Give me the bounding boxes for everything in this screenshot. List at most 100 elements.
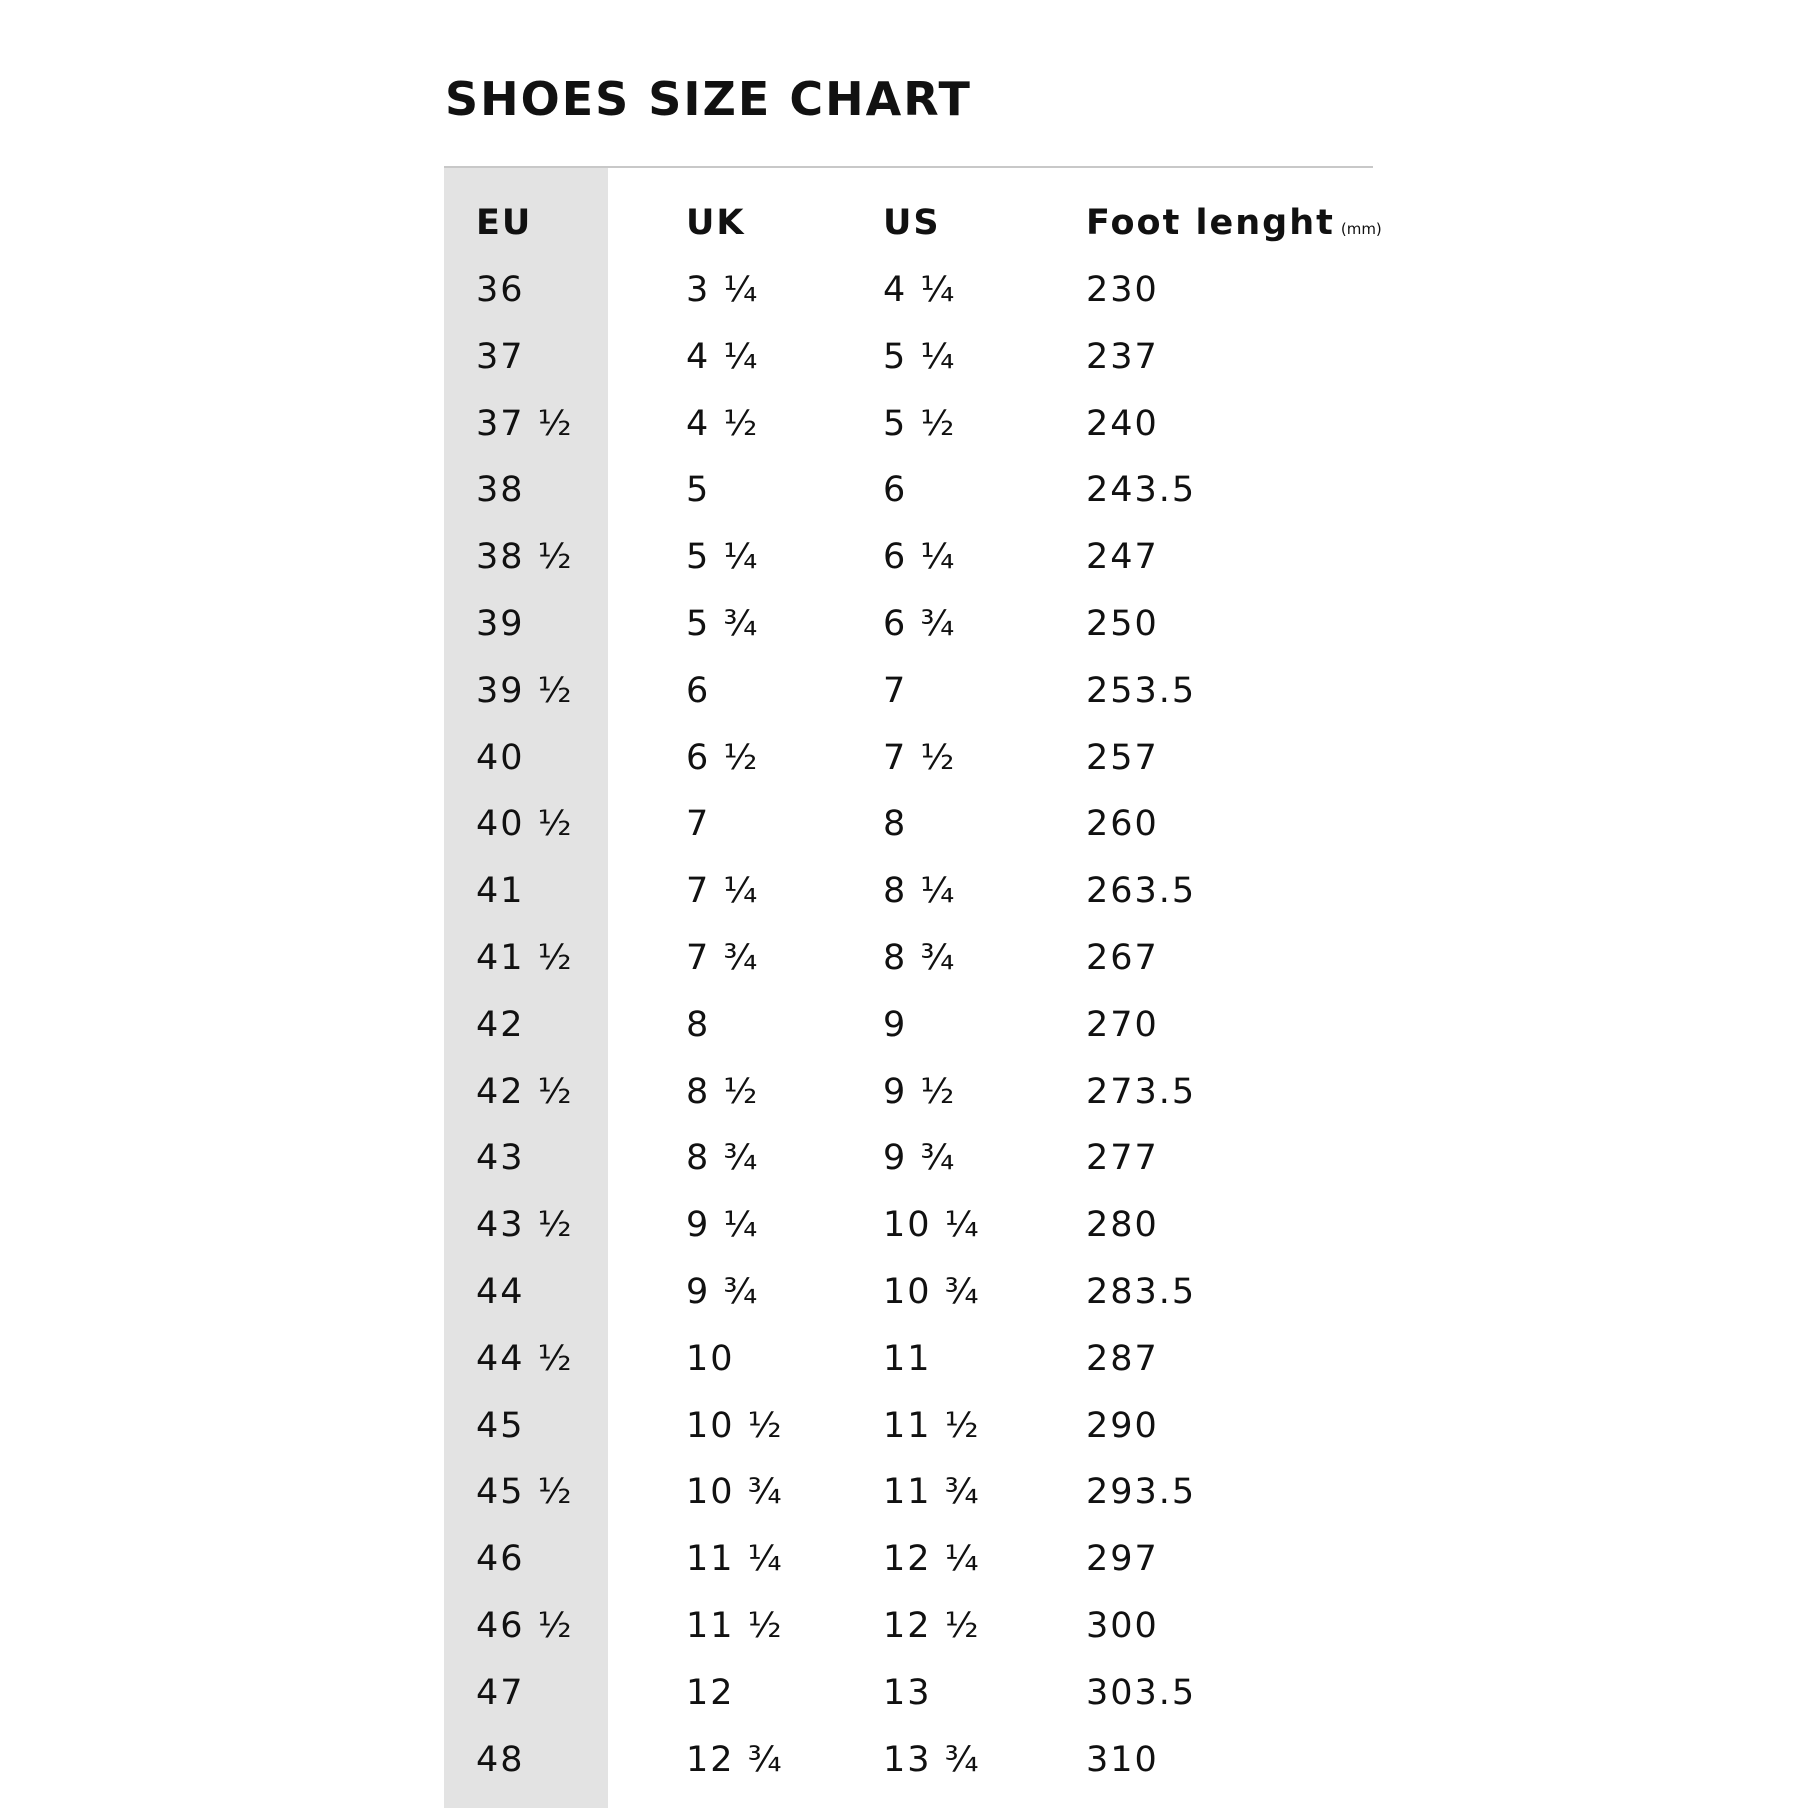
- cell-uk: 10 ¾: [686, 1472, 784, 1513]
- cell-us: 9 ¾: [883, 1138, 957, 1179]
- cell-eu: 42 ½: [476, 1071, 574, 1112]
- table-row: 40 6 ½ 7 ½ 257: [0, 725, 1800, 792]
- cell-eu: 37: [476, 336, 525, 377]
- table-row: 44 ½ 10 11 287: [0, 1326, 1800, 1393]
- table-row: 40 ½ 7 8 260: [0, 791, 1800, 858]
- cell-us: 11: [883, 1338, 932, 1379]
- table-row: 37 4 ¼ 5 ¼ 237: [0, 324, 1800, 391]
- cell-eu: 40 ½: [476, 804, 574, 845]
- cell-eu: 45: [476, 1405, 525, 1446]
- cell-uk: 12 ¾: [686, 1739, 784, 1780]
- cell-foot-length: 273.5: [1086, 1071, 1197, 1112]
- cell-uk: 11 ¼: [686, 1539, 784, 1580]
- cell-uk: 5 ¼: [686, 537, 760, 578]
- cell-eu: 43: [476, 1138, 525, 1179]
- cell-eu: 41: [476, 871, 525, 912]
- cell-uk: 4 ¼: [686, 336, 760, 377]
- cell-foot-length: 297: [1086, 1539, 1159, 1580]
- table-row: 38 5 6 243.5: [0, 457, 1800, 524]
- cell-us: 8 ¼: [883, 871, 957, 912]
- cell-eu: 45 ½: [476, 1472, 574, 1513]
- cell-uk: 8 ½: [686, 1071, 760, 1112]
- table-row: 46 11 ¼ 12 ¼ 297: [0, 1526, 1800, 1593]
- cell-foot-length: 260: [1086, 804, 1159, 845]
- cell-us: 10 ¼: [883, 1205, 981, 1246]
- table-row: 41 ½ 7 ¾ 8 ¾ 267: [0, 925, 1800, 992]
- cell-uk: 7 ¾: [686, 938, 760, 978]
- cell-uk: 8: [686, 1004, 711, 1045]
- cell-eu: 46: [476, 1539, 525, 1580]
- cell-uk: 10: [686, 1338, 735, 1379]
- cell-us: 4 ¼: [883, 270, 957, 310]
- cell-eu: 36: [476, 270, 525, 310]
- header-foot-length-label: Foot lenght: [1086, 203, 1335, 243]
- cell-eu: 39 ½: [476, 670, 574, 711]
- cell-eu: 47: [476, 1672, 525, 1713]
- header-us: US: [883, 203, 941, 243]
- cell-foot-length: 250: [1086, 604, 1159, 644]
- cell-foot-length: 230: [1086, 270, 1159, 310]
- cell-eu: 40: [476, 737, 525, 778]
- cell-uk: 6: [686, 670, 711, 711]
- cell-foot-length: 263.5: [1086, 871, 1197, 912]
- cell-uk: 5 ¾: [686, 604, 760, 644]
- cell-foot-length: 310: [1086, 1739, 1159, 1780]
- cell-us: 6: [883, 470, 908, 511]
- cell-us: 10 ¾: [883, 1272, 981, 1312]
- cell-us: 6 ¼: [883, 537, 957, 578]
- table-header: EU UK US Foot lenght (mm): [0, 190, 1800, 257]
- cell-us: 5 ½: [883, 403, 957, 444]
- cell-uk: 9 ¾: [686, 1272, 760, 1312]
- title-divider: [444, 166, 1373, 168]
- cell-foot-length: 243.5: [1086, 470, 1197, 511]
- table-row: 45 10 ½ 11 ½ 290: [0, 1393, 1800, 1460]
- header-unit: (mm): [1340, 220, 1382, 238]
- table-row: 43 8 ¾ 9 ¾ 277: [0, 1125, 1800, 1192]
- cell-foot-length: 300: [1086, 1606, 1159, 1646]
- cell-us: 9 ½: [883, 1071, 957, 1112]
- table-row: 43 ½ 9 ¼ 10 ¼ 280: [0, 1192, 1800, 1259]
- cell-eu: 44: [476, 1272, 525, 1312]
- cell-eu: 42: [476, 1004, 525, 1045]
- cell-uk: 4 ½: [686, 403, 760, 444]
- page-title: SHOES SIZE CHART: [445, 72, 972, 126]
- cell-us: 6 ¾: [883, 604, 957, 644]
- cell-uk: 7: [686, 804, 711, 845]
- cell-foot-length: 267: [1086, 938, 1159, 978]
- cell-us: 13: [883, 1672, 932, 1713]
- header-eu: EU: [476, 203, 533, 243]
- table-row: 47 12 13 303.5: [0, 1660, 1800, 1727]
- cell-eu: 38 ½: [476, 537, 574, 578]
- cell-foot-length: 293.5: [1086, 1472, 1197, 1513]
- cell-foot-length: 283.5: [1086, 1272, 1197, 1312]
- table-row: 42 8 9 270: [0, 992, 1800, 1059]
- table-row: 39 ½ 6 7 253.5: [0, 658, 1800, 725]
- cell-foot-length: 290: [1086, 1405, 1159, 1446]
- cell-uk: 9 ¼: [686, 1205, 760, 1246]
- table-row: 36 3 ¼ 4 ¼ 230: [0, 257, 1800, 324]
- cell-foot-length: 277: [1086, 1138, 1159, 1179]
- cell-foot-length: 287: [1086, 1338, 1159, 1379]
- cell-us: 7: [883, 670, 908, 711]
- cell-eu: 48: [476, 1739, 525, 1780]
- cell-foot-length: 253.5: [1086, 670, 1197, 711]
- table-row: 48 12 ¾ 13 ¾ 310: [0, 1727, 1800, 1794]
- cell-eu: 38: [476, 470, 525, 511]
- cell-foot-length: 240: [1086, 403, 1159, 444]
- cell-eu: 44 ½: [476, 1338, 574, 1379]
- cell-uk: 12: [686, 1672, 735, 1713]
- cell-uk: 7 ¼: [686, 871, 760, 912]
- cell-foot-length: 303.5: [1086, 1672, 1197, 1713]
- eu-column-highlight: [444, 168, 608, 1808]
- cell-us: 9: [883, 1004, 908, 1045]
- cell-eu: 41 ½: [476, 938, 574, 978]
- cell-eu: 39: [476, 604, 525, 644]
- cell-foot-length: 247: [1086, 537, 1159, 578]
- cell-eu: 46 ½: [476, 1606, 574, 1646]
- cell-us: 12 ¼: [883, 1539, 981, 1580]
- cell-foot-length: 257: [1086, 737, 1159, 778]
- cell-us: 12 ½: [883, 1606, 981, 1646]
- cell-uk: 8 ¾: [686, 1138, 760, 1179]
- cell-uk: 10 ½: [686, 1405, 784, 1446]
- cell-uk: 5: [686, 470, 711, 511]
